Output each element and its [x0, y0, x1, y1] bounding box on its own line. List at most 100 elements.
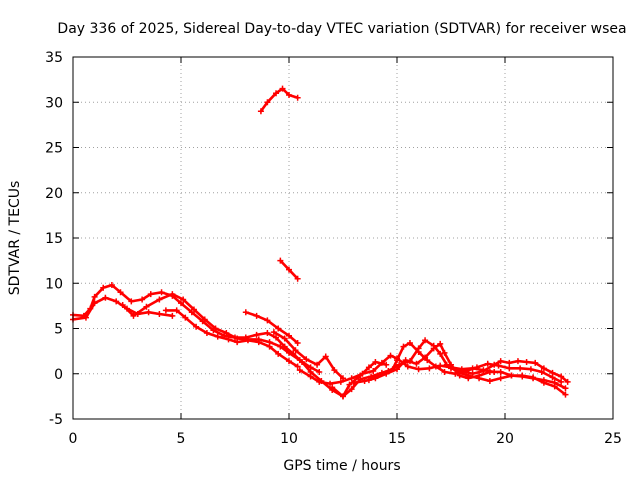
data-point: [558, 373, 565, 380]
data-point: [400, 343, 407, 350]
data-point: [190, 306, 197, 313]
data-point: [244, 337, 251, 344]
data-point: [372, 358, 379, 365]
data-point: [564, 378, 571, 385]
data-point: [113, 298, 120, 305]
data-point: [130, 312, 137, 319]
data-point: [448, 365, 454, 372]
data-point: [406, 339, 413, 346]
data-point: [506, 365, 513, 372]
y-tick-label: 5: [54, 322, 63, 338]
data-point: [286, 358, 292, 365]
data-point: [270, 329, 277, 336]
data-point: [551, 383, 558, 390]
data-point: [340, 393, 346, 400]
grid-layer: [73, 57, 613, 419]
data-point: [203, 330, 210, 337]
data-point: [169, 312, 176, 319]
data-point: [506, 359, 513, 366]
data-point: [514, 358, 521, 365]
data-point: [117, 289, 124, 296]
data-point: [329, 384, 336, 391]
data-point: [286, 92, 292, 99]
data-point: [82, 314, 89, 321]
y-tick-label: 25: [45, 141, 63, 157]
data-point: [225, 336, 232, 343]
data-point: [415, 345, 422, 352]
series-track: [272, 330, 345, 380]
data-point: [255, 339, 262, 346]
data-point: [396, 361, 403, 368]
data-point: [292, 347, 299, 354]
data-point: [212, 325, 219, 332]
data-point: [385, 368, 392, 375]
data-point: [253, 331, 260, 338]
data-point: [294, 363, 301, 370]
data-point: [394, 357, 400, 364]
data-point: [422, 337, 429, 344]
x-tick-label: 15: [388, 431, 406, 447]
data-point: [458, 368, 465, 375]
data-point: [374, 372, 381, 379]
data-point: [327, 380, 334, 387]
data-point: [266, 343, 273, 350]
data-point: [145, 309, 152, 316]
data-point: [415, 366, 422, 373]
data-point: [497, 358, 504, 365]
data-point: [281, 335, 288, 342]
data-point: [294, 339, 301, 346]
data-point: [296, 357, 303, 364]
data-point: [147, 291, 154, 298]
data-point: [242, 309, 249, 316]
tick-layer: [72, 56, 614, 420]
data-point: [443, 361, 450, 368]
data-point: [322, 353, 329, 360]
y-tick-label: -5: [49, 412, 63, 428]
data-point: [307, 373, 314, 380]
data-point: [486, 368, 493, 375]
x-tick-label: 25: [604, 431, 622, 447]
data-point: [469, 370, 476, 377]
data-point: [214, 333, 221, 340]
data-point: [441, 349, 448, 356]
y-tick-label: 35: [45, 50, 63, 66]
data-point: [480, 368, 487, 375]
data-point: [348, 375, 355, 382]
data-point: [370, 368, 377, 375]
data-point: [365, 364, 372, 371]
data-point: [383, 361, 390, 368]
data-point: [193, 323, 200, 330]
data-point: [484, 360, 491, 367]
data-point: [430, 342, 437, 349]
data-point: [422, 354, 429, 361]
data-point: [253, 312, 260, 319]
y-tick-label: 30: [45, 95, 63, 111]
data-point: [527, 366, 534, 373]
data-point: [540, 365, 547, 372]
data-point: [91, 293, 98, 300]
data-point: [437, 340, 444, 347]
data-point: [108, 282, 115, 289]
x-tick-label: 5: [177, 431, 186, 447]
x-tick-label: 20: [496, 431, 514, 447]
data-point: [307, 364, 314, 371]
data-point: [538, 368, 545, 375]
data-point: [562, 385, 569, 392]
data-point: [275, 325, 282, 332]
data-point: [234, 339, 241, 346]
data-point: [350, 379, 357, 386]
y-axis-label: SDTVAR / TECUs: [7, 181, 23, 296]
data-point: [119, 301, 126, 308]
data-point: [387, 352, 394, 359]
data-point: [426, 365, 433, 372]
label-layer: 0 5 10 15 20 25 -5 0 5 10 15 20 25 30 35: [45, 50, 622, 447]
data-point: [337, 378, 344, 385]
data-point: [530, 374, 537, 381]
data-point: [156, 296, 163, 303]
data-point: [156, 311, 163, 318]
y-tick-label: 15: [45, 231, 63, 247]
data-point: [519, 372, 526, 379]
data-point: [359, 370, 366, 377]
data-point: [182, 314, 189, 321]
series-track: [164, 309, 299, 368]
